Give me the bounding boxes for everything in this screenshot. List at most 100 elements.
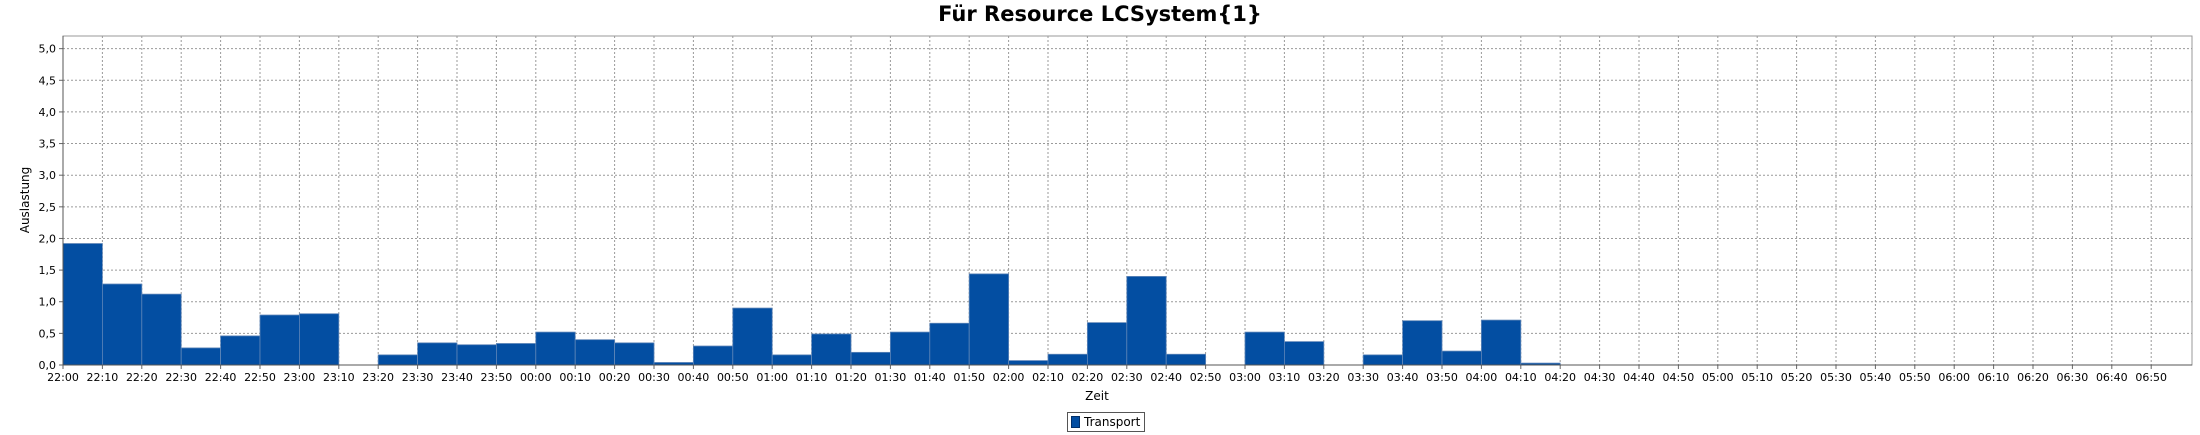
x-tick-label: 03:30 xyxy=(1347,371,1379,384)
x-tick-label: 23:50 xyxy=(481,371,513,384)
x-tick-label: 02:00 xyxy=(993,371,1025,384)
x-tick-label: 23:10 xyxy=(323,371,355,384)
bar xyxy=(929,322,970,366)
x-tick-label: 22:20 xyxy=(126,371,158,384)
x-tick-label: 00:00 xyxy=(520,371,552,384)
y-tick-label: 1,0 xyxy=(39,296,57,309)
legend-swatch xyxy=(1071,416,1080,428)
x-axis-label: Zeit xyxy=(1085,389,1109,403)
grid-lines xyxy=(62,35,2193,366)
bar xyxy=(890,331,931,366)
bar xyxy=(811,333,852,366)
bar xyxy=(1402,320,1443,366)
x-tick-label: 06:30 xyxy=(2057,371,2089,384)
bar xyxy=(456,344,497,366)
bar xyxy=(1244,331,1285,366)
x-tick-label: 05:00 xyxy=(1702,371,1734,384)
bar xyxy=(377,354,419,366)
x-tick-label: 03:10 xyxy=(1269,371,1301,384)
x-tick-label: 06:10 xyxy=(1978,371,2010,384)
bar xyxy=(102,283,143,366)
x-tick-label: 03:40 xyxy=(1387,371,1419,384)
y-tick-label: 3,0 xyxy=(39,169,57,182)
x-tick-label: 02:30 xyxy=(1111,371,1143,384)
x-tick-label: 00:20 xyxy=(599,371,631,384)
x-tick-label: 05:20 xyxy=(1781,371,1813,384)
chart-title: Für Resource LCSystem{1} xyxy=(938,2,1262,26)
y-tick-label: 2,0 xyxy=(39,232,57,245)
x-tick-label: 23:20 xyxy=(362,371,394,384)
bar xyxy=(417,342,458,366)
bar xyxy=(141,293,182,366)
legend: Transport xyxy=(1067,412,1146,432)
bar xyxy=(1008,360,1049,366)
bar xyxy=(1441,350,1482,366)
x-tick-label: 00:10 xyxy=(559,371,591,384)
bar xyxy=(1362,354,1403,366)
x-tick-label: 02:20 xyxy=(1072,371,1104,384)
bar xyxy=(1165,353,1206,366)
bar xyxy=(495,343,537,366)
axes xyxy=(59,36,2192,369)
x-tick-label: 22:10 xyxy=(87,371,119,384)
bar xyxy=(220,335,261,366)
y-axis-label: Auslastung xyxy=(18,167,32,234)
x-tick-label: 04:50 xyxy=(1663,371,1695,384)
bar xyxy=(614,342,655,366)
y-tick-label: 4,0 xyxy=(39,106,57,119)
x-tick-label: 01:10 xyxy=(796,371,828,384)
x-tick-labels: 22:00 22:10 22:20 22:30 22:40 22:50 23:00 23:10… xyxy=(47,371,2167,384)
legend-label: Transport xyxy=(1084,415,1141,429)
y-tick-label: 3,5 xyxy=(39,138,57,151)
bar xyxy=(259,314,300,366)
x-tick-label: 04:40 xyxy=(1623,371,1655,384)
y-tick-labels: 0,0 0,5 1,0 1,5 2,0 2,5 3,0 3,5 4,0 4,5 5,0 xyxy=(39,43,57,372)
x-tick-label: 00:30 xyxy=(638,371,670,384)
bar xyxy=(968,273,1010,366)
x-tick-label: 03:50 xyxy=(1426,371,1458,384)
bar xyxy=(1047,353,1088,366)
bar xyxy=(1481,319,1522,366)
x-tick-label: 22:40 xyxy=(205,371,237,384)
x-tick-label: 03:00 xyxy=(1229,371,1261,384)
y-tick-label: 0,5 xyxy=(39,327,57,340)
bar xyxy=(574,339,616,366)
y-tick-label: 1,5 xyxy=(39,264,57,277)
bar xyxy=(693,345,734,366)
y-tick-label: 0,0 xyxy=(39,359,57,372)
x-tick-label: 01:40 xyxy=(914,371,946,384)
bar xyxy=(1126,276,1167,366)
x-tick-label: 01:50 xyxy=(953,371,985,384)
bar xyxy=(1284,341,1325,366)
x-tick-label: 03:20 xyxy=(1308,371,1340,384)
x-tick-label: 04:00 xyxy=(1466,371,1498,384)
x-tick-label: 01:30 xyxy=(875,371,907,384)
bar xyxy=(850,351,891,366)
x-tick-label: 06:20 xyxy=(2017,371,2049,384)
x-tick-label: 04:20 xyxy=(1544,371,1576,384)
x-tick-label: 06:50 xyxy=(2135,371,2167,384)
x-tick-label: 00:50 xyxy=(717,371,749,384)
x-tick-label: 02:10 xyxy=(1032,371,1064,384)
y-tick-label: 5,0 xyxy=(39,43,57,56)
x-tick-label: 05:50 xyxy=(1899,371,1931,384)
x-tick-label: 23:40 xyxy=(441,371,473,384)
x-tick-label: 02:50 xyxy=(1190,371,1222,384)
bar xyxy=(1087,322,1128,366)
bars xyxy=(62,243,1561,366)
x-tick-label: 01:20 xyxy=(835,371,867,384)
bar xyxy=(62,243,103,366)
bar xyxy=(180,347,221,366)
x-tick-label: 06:40 xyxy=(2096,371,2128,384)
y-tick-label: 4,5 xyxy=(39,74,57,87)
x-tick-label: 06:00 xyxy=(1938,371,1970,384)
x-tick-label: 02:40 xyxy=(1150,371,1182,384)
x-tick-label: 05:40 xyxy=(1860,371,1892,384)
x-tick-label: 22:00 xyxy=(47,371,79,384)
bar xyxy=(298,313,340,366)
x-tick-label: 05:30 xyxy=(1820,371,1852,384)
x-tick-label: 04:10 xyxy=(1505,371,1537,384)
x-tick-label: 23:30 xyxy=(402,371,434,384)
x-tick-label: 00:40 xyxy=(678,371,710,384)
